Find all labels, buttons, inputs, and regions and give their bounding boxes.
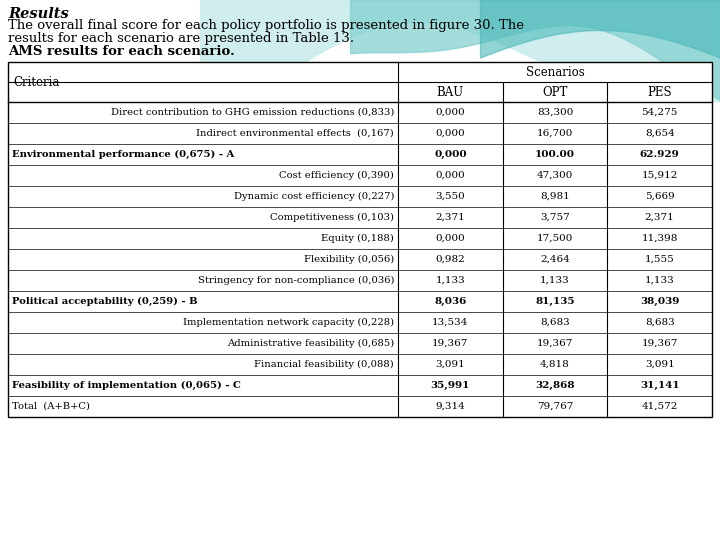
Text: Stringency for non-compliance (0,036): Stringency for non-compliance (0,036) xyxy=(197,276,394,285)
Text: 62.929: 62.929 xyxy=(640,150,680,159)
Text: 19,367: 19,367 xyxy=(432,339,469,348)
Text: 0,000: 0,000 xyxy=(436,129,465,138)
Text: 11,398: 11,398 xyxy=(642,234,678,243)
Text: Financial feasibility (0,088): Financial feasibility (0,088) xyxy=(254,360,394,369)
Text: 5,669: 5,669 xyxy=(645,192,675,201)
Text: 0,000: 0,000 xyxy=(436,234,465,243)
Text: Administrative feasibility (0,685): Administrative feasibility (0,685) xyxy=(227,339,394,348)
Text: Dynamic cost efficiency (0,227): Dynamic cost efficiency (0,227) xyxy=(233,192,394,201)
Text: 3,091: 3,091 xyxy=(645,360,675,369)
Text: 2,371: 2,371 xyxy=(645,213,675,222)
Text: 16,700: 16,700 xyxy=(537,129,573,138)
Text: 2,371: 2,371 xyxy=(436,213,465,222)
Text: 38,039: 38,039 xyxy=(640,297,680,306)
Text: 19,367: 19,367 xyxy=(537,339,573,348)
Text: 8,683: 8,683 xyxy=(645,318,675,327)
Text: 1,133: 1,133 xyxy=(540,276,570,285)
Text: 47,300: 47,300 xyxy=(537,171,573,180)
Text: 0,000: 0,000 xyxy=(434,150,467,159)
Text: Direct contribution to GHG emission reductions (0,833): Direct contribution to GHG emission redu… xyxy=(111,108,394,117)
Text: 17,500: 17,500 xyxy=(537,234,573,243)
Text: Results: Results xyxy=(8,7,68,21)
Text: 1,555: 1,555 xyxy=(645,255,675,264)
Text: PES: PES xyxy=(647,85,672,98)
Text: 3,091: 3,091 xyxy=(436,360,465,369)
Text: 32,868: 32,868 xyxy=(535,381,575,390)
Text: Scenarios: Scenarios xyxy=(526,65,585,78)
Text: 3,550: 3,550 xyxy=(436,192,465,201)
Text: OPT: OPT xyxy=(542,85,567,98)
Text: 54,275: 54,275 xyxy=(642,108,678,117)
Text: Equity (0,188): Equity (0,188) xyxy=(321,234,394,243)
Text: 8,981: 8,981 xyxy=(540,192,570,201)
Text: 15,912: 15,912 xyxy=(642,171,678,180)
Bar xyxy=(8,62,712,417)
Text: 83,300: 83,300 xyxy=(537,108,573,117)
Text: 1,133: 1,133 xyxy=(436,276,465,285)
Text: Cost efficiency (0,390): Cost efficiency (0,390) xyxy=(279,171,394,180)
Text: 79,767: 79,767 xyxy=(537,402,573,411)
Text: Flexibility (0,056): Flexibility (0,056) xyxy=(304,255,394,264)
Text: 41,572: 41,572 xyxy=(642,402,678,411)
Text: 19,367: 19,367 xyxy=(642,339,678,348)
Text: 81,135: 81,135 xyxy=(535,297,575,306)
Text: Criteria: Criteria xyxy=(13,76,59,89)
Text: 8,036: 8,036 xyxy=(434,297,467,306)
Text: 0,000: 0,000 xyxy=(436,171,465,180)
Text: 4,818: 4,818 xyxy=(540,360,570,369)
Text: 8,654: 8,654 xyxy=(645,129,675,138)
Text: The overall final score for each policy portfolio is presented in figure 30. The: The overall final score for each policy … xyxy=(8,19,524,32)
Text: 1,133: 1,133 xyxy=(645,276,675,285)
Text: 31,141: 31,141 xyxy=(640,381,680,390)
Text: Political acceptability (0,259) - B: Political acceptability (0,259) - B xyxy=(12,297,197,306)
Text: Competitiveness (0,103): Competitiveness (0,103) xyxy=(270,213,394,222)
Text: 100.00: 100.00 xyxy=(535,150,575,159)
Text: Environmental performance (0,675) - A: Environmental performance (0,675) - A xyxy=(12,150,234,159)
Text: 3,757: 3,757 xyxy=(540,213,570,222)
Text: 35,991: 35,991 xyxy=(431,381,470,390)
Text: 0,000: 0,000 xyxy=(436,108,465,117)
Text: BAU: BAU xyxy=(437,85,464,98)
Text: 13,534: 13,534 xyxy=(432,318,469,327)
Text: 9,314: 9,314 xyxy=(436,402,465,411)
Text: Total  (A+B+C): Total (A+B+C) xyxy=(12,402,90,411)
Text: 0,982: 0,982 xyxy=(436,255,465,264)
Text: 8,683: 8,683 xyxy=(540,318,570,327)
Text: Indirect environmental effects  (0,167): Indirect environmental effects (0,167) xyxy=(197,129,394,138)
Text: Feasibility of implementation (0,065) - C: Feasibility of implementation (0,065) - … xyxy=(12,381,241,390)
Text: results for each scenario are presented in Table 13.: results for each scenario are presented … xyxy=(8,32,354,45)
Text: 2,464: 2,464 xyxy=(540,255,570,264)
Text: AMS results for each scenario.: AMS results for each scenario. xyxy=(8,45,235,58)
Text: Implementation network capacity (0,228): Implementation network capacity (0,228) xyxy=(183,318,394,327)
